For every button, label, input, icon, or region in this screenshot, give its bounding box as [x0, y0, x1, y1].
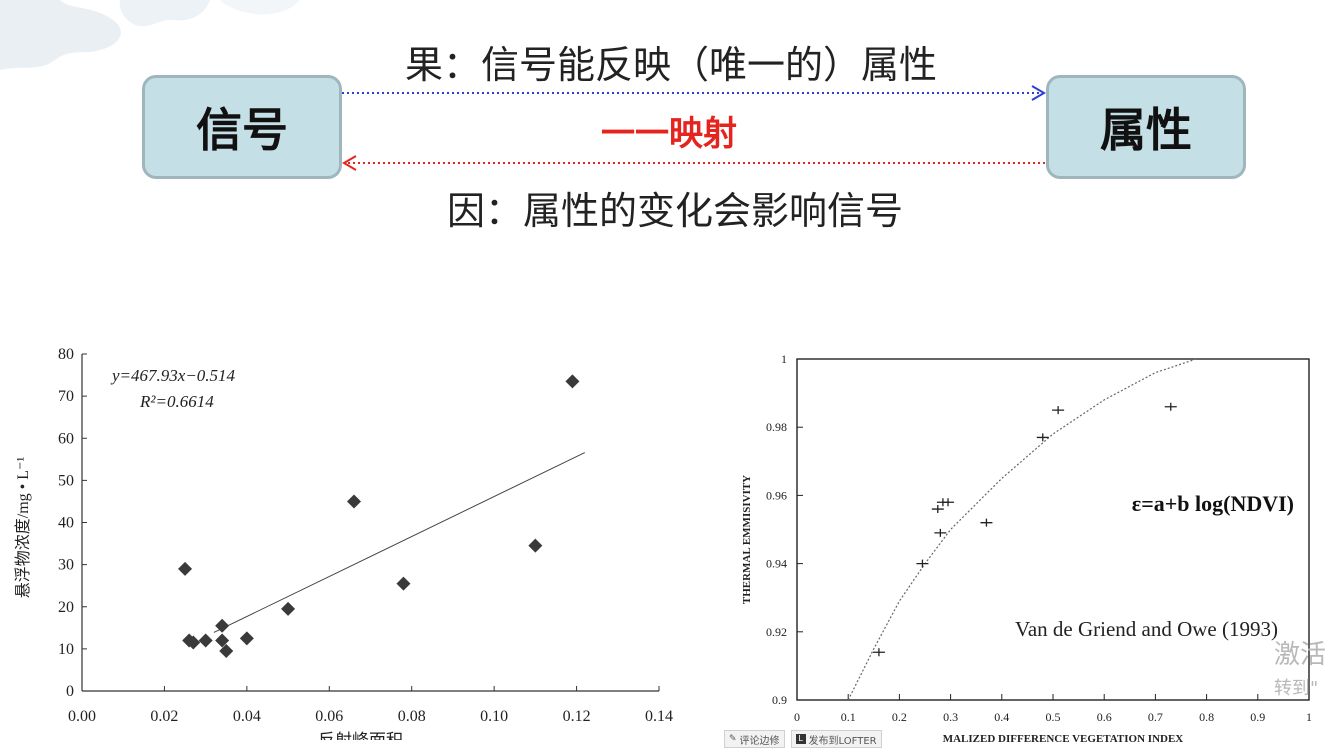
effect-label: 果：信号能反映（唯一的）属性 [404, 43, 937, 87]
y-tick-label: 0.96 [766, 488, 787, 502]
post-lofter-button[interactable]: L 发布到LOFTER [790, 730, 882, 748]
y-tick-label: 40 [58, 515, 74, 532]
x-tick-label: 0.2 [892, 710, 907, 724]
data-point [186, 635, 201, 650]
x-tick-label: 0.5 [1046, 710, 1061, 724]
comment-label: 评论边修 [739, 735, 780, 747]
x-tick-label: 0.08 [398, 708, 426, 725]
y-tick-label: 60 [58, 430, 74, 447]
y-tick-label: 0.92 [766, 625, 787, 639]
watermark-text-2: 转到" [1274, 678, 1319, 699]
y-axis-label: THERMAL EMMISIVITY [741, 475, 753, 604]
data-point [219, 643, 234, 658]
y-tick-label: 0.98 [766, 420, 787, 434]
data-point [1164, 402, 1177, 411]
x-tick-label: 0.02 [150, 708, 178, 725]
y-tick-label: 0 [66, 683, 74, 700]
model-equation: ε=a+b log(NDVI) [1132, 491, 1294, 516]
x-tick-label: 0.14 [645, 708, 673, 725]
data-point [934, 528, 947, 537]
ndvi-emissivity-scatter-chart: 0.9 0.92 0.94 0.96 0.98 1 0 0.1 0.2 0.3 0.4 0.5 0.6 0… [741, 352, 1312, 745]
fit-line [213, 452, 586, 633]
signal-node: 信号 [142, 75, 342, 179]
comment-button[interactable]: ✎ 评论边修 [724, 730, 785, 748]
data-point [1052, 406, 1065, 415]
x-tick-label: 0.7 [1148, 710, 1163, 724]
y-tick-label: 20 [58, 599, 74, 616]
y-tick-label: 10 [58, 641, 74, 658]
y-axis-label: 悬浮物浓度/mg • L⁻¹ [14, 457, 32, 599]
bottom-toolbar: ✎ 评论边修 L 发布到LOFTER [724, 730, 882, 748]
data-point [239, 631, 254, 646]
y-tick-label: 50 [58, 472, 74, 489]
x-tick-label: 0.1 [841, 710, 856, 724]
x-tick-label: 0.12 [563, 708, 591, 725]
data-point [281, 601, 296, 616]
x-tick-label: 1 [1306, 710, 1312, 724]
x-tick-label: 0.04 [233, 708, 261, 725]
r-squared: R²=0.6614 [139, 392, 214, 411]
y-tick-label: 80 [58, 346, 74, 363]
x-axis-label: MALIZED DIFFERENCE VEGETATION INDEX [943, 733, 1184, 745]
mapping-label: 一一映射 [601, 114, 737, 154]
data-point [942, 498, 955, 507]
data-point [396, 576, 411, 591]
x-axis-label: 反射峰面积 [318, 731, 403, 740]
data-point [215, 618, 230, 633]
x-tick-label: 0.8 [1199, 710, 1214, 724]
y-tick-label: 0.94 [766, 557, 787, 571]
y-tick-label: 1 [781, 352, 787, 366]
y-tick-label: 0.9 [772, 693, 787, 707]
data-point [565, 374, 580, 389]
forward-arrowhead [1031, 85, 1046, 101]
cause-label: 因：属性的变化会影响信号 [446, 189, 903, 233]
x-tick-label: 0 [794, 710, 800, 724]
x-tick-label: 0.9 [1250, 710, 1265, 724]
fit-equation: y=467.93x−0.514 [110, 366, 236, 385]
x-tick-label: 0.06 [315, 708, 343, 725]
data-point [872, 648, 885, 657]
fit-curve [847, 358, 1197, 701]
suspended-matter-scatter-chart: 0 10 20 30 40 50 60 70 80 0.00 0.02 0.04 0.06 0.08 0.1… [14, 346, 673, 740]
data-point [198, 633, 213, 648]
mapping-arrows [342, 85, 1046, 171]
x-tick-label: 0.10 [480, 708, 508, 725]
backward-arrowhead [342, 155, 357, 171]
x-tick-label: 0.4 [994, 710, 1009, 724]
data-point [528, 538, 543, 553]
x-tick-label: 0.3 [943, 710, 958, 724]
attribute-node: 属性 [1046, 75, 1246, 179]
data-point [1036, 433, 1049, 442]
comment-icon: ✎ [729, 734, 737, 744]
data-point [916, 559, 929, 568]
data-point [980, 518, 993, 527]
y-tick-label: 30 [58, 557, 74, 574]
data-point [347, 494, 362, 509]
data-point [931, 505, 944, 514]
data-point [178, 561, 193, 576]
watermark-text-1: 激活 [1274, 640, 1327, 670]
citation: Van de Griend and Owe (1993) [1015, 617, 1278, 641]
post-lofter-label: 发布到LOFTER [808, 735, 877, 747]
x-tick-label: 0.6 [1097, 710, 1112, 724]
y-tick-label: 70 [58, 388, 74, 405]
x-tick-label: 0.00 [68, 708, 96, 725]
data-point [215, 633, 230, 648]
lofter-icon: L [795, 734, 806, 744]
